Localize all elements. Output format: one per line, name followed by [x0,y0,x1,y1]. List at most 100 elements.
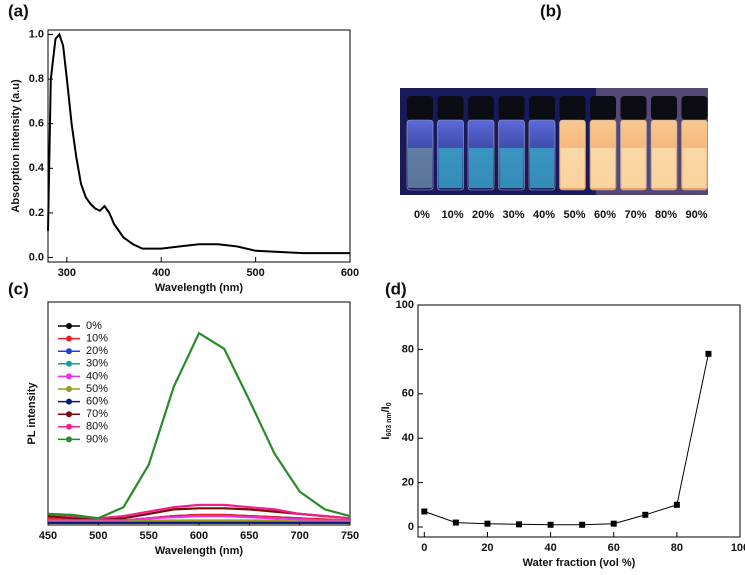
legend-label: 90% [86,433,108,445]
legend-label: 20% [86,345,108,357]
x-tick-label: 750 [341,530,359,542]
legend-marker [66,323,72,329]
data-line [424,353,709,526]
legend-label: 30% [86,358,108,370]
vial-label: 40% [533,209,555,221]
vial-label: 60% [594,209,616,221]
vial-label: 20% [472,209,494,221]
vial-cap [498,96,525,120]
data-marker [579,521,586,528]
y-tick-label: 40 [402,432,414,444]
vial-liquid [499,148,524,188]
x-tick-label: 60 [608,542,620,554]
legend-label: 10% [86,333,108,345]
y-axis-title-part: /I [380,406,392,412]
legend-marker [66,398,72,405]
legend-label: 80% [86,421,108,433]
vial-liquid [530,148,554,188]
x-tick-label: 600 [190,530,208,542]
data-marker [547,521,554,528]
plot-frame [417,304,741,538]
data-line [48,515,350,522]
vial-cap [590,96,616,120]
data-line [47,32,350,255]
y-tick-label: 0.4 [29,162,45,174]
x-tick-label: 500 [246,267,264,279]
y-tick-label: 0.6 [29,118,44,130]
x-tick-label: 450 [39,530,57,542]
y-tick-label: 0 [408,521,414,533]
data-marker [452,519,459,526]
vial-liquid [652,148,676,188]
vial-cap [437,96,464,120]
panel-label: (c) [8,279,29,298]
data-marker [705,350,712,357]
vial-liquid [591,148,615,188]
legend-marker [66,335,72,342]
legend-marker [66,348,72,355]
vial-label: 50% [563,209,585,221]
data-marker [484,520,491,527]
vial-liquid [682,148,707,188]
x-axis-title: Water fraction (vol %) [523,557,636,569]
vial-cap [407,96,433,120]
vial-liquid [621,148,646,188]
y-tick-label: 0.8 [29,73,44,85]
vial-cap [559,96,586,120]
x-tick-label: 550 [139,530,157,542]
y-tick-label: 0.0 [29,251,44,263]
legend-marker [66,411,72,418]
legend-label: 60% [86,396,108,408]
legend-label: 70% [86,408,108,420]
panel-label: (a) [8,1,29,20]
vial-label: 10% [441,209,463,221]
legend-label: 40% [86,370,108,382]
vial-liquid [560,148,585,188]
data-line [47,331,351,520]
vial-label: 0% [414,209,430,221]
y-axis-title: I603 nm/I0 [380,402,393,439]
vial-liquid [408,148,432,188]
legend-marker [66,423,72,430]
x-tick-label: 400 [152,267,170,279]
x-axis-title: Wavelength (nm) [155,545,244,557]
vial-cap [651,96,677,120]
vial-label: 80% [655,209,677,221]
y-tick-label: 80 [402,343,414,355]
x-tick-label: 0 [421,542,427,554]
vial-label: 30% [502,209,524,221]
legend-marker [66,386,72,392]
vial-liquid [469,148,493,188]
y-axis-title-part: 603 nm [386,412,393,436]
vial-label: 90% [685,209,707,221]
legend-marker [66,373,72,380]
y-axis-title: Absorption intensity (a.u) [10,79,22,213]
panel-label: (b) [540,1,562,20]
x-tick-label: 100 [731,542,745,554]
x-tick-label: 20 [481,542,493,554]
y-tick-label: 1.0 [29,28,44,40]
y-axis-title-part: 0 [386,402,393,406]
data-marker [673,501,680,508]
y-tick-label: 100 [396,299,414,311]
vial-cap [529,96,555,120]
panel-label: (d) [385,279,407,298]
vial-cap [620,96,647,120]
x-tick-label: 40 [544,542,556,554]
y-tick-label: 60 [402,388,414,400]
x-tick-label: 80 [671,542,683,554]
legend-marker [66,436,72,443]
x-tick-label: 600 [341,267,359,279]
legend-label: 0% [86,320,102,332]
vial-label: 70% [624,209,646,221]
vial-liquid [438,148,463,188]
vial-cap [468,96,494,120]
data-marker [421,508,428,515]
y-axis-title: PL intensity [26,382,38,445]
x-tick-label: 700 [290,530,308,542]
vial-cap [681,96,708,120]
data-marker [516,521,523,528]
data-line [48,519,350,523]
